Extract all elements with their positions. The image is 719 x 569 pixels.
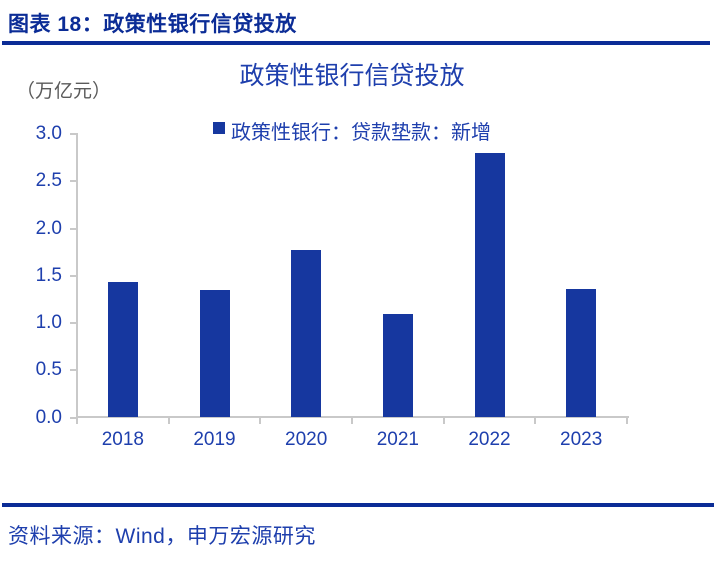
bar-2019 bbox=[199, 289, 230, 418]
y-axis-tick bbox=[70, 180, 77, 183]
x-tick-label-2021: 2021 bbox=[376, 429, 419, 450]
y-axis-tick bbox=[70, 227, 77, 230]
x-axis-tick bbox=[534, 417, 537, 424]
header-divider bbox=[2, 41, 710, 45]
bar-2023 bbox=[566, 288, 597, 418]
x-axis-tick bbox=[442, 417, 445, 424]
y-axis-tick bbox=[70, 369, 77, 372]
x-axis-tick bbox=[167, 417, 170, 424]
y-tick-label: 0.5 bbox=[35, 359, 62, 381]
y-tick-label: 0.0 bbox=[35, 406, 62, 428]
x-tick-label-2018: 2018 bbox=[101, 429, 144, 450]
y-tick-label: 3.0 bbox=[35, 123, 62, 144]
y-tick-label: 1.0 bbox=[35, 312, 62, 333]
x-axis-tick bbox=[351, 417, 353, 424]
bar-2021 bbox=[382, 313, 413, 418]
legend-label: 政策性银行：贷款垫款：新增 bbox=[231, 122, 491, 144]
y-tick-label: 1.5 bbox=[35, 264, 62, 286]
y-axis-line bbox=[76, 133, 78, 419]
y-tick-label: 2.0 bbox=[35, 217, 62, 239]
legend-swatch-icon bbox=[213, 122, 225, 134]
x-axis-tick bbox=[259, 417, 262, 424]
x-tick-label-2020: 2020 bbox=[285, 429, 328, 450]
source-note: 资料来源：Wind，申万宏源研究 bbox=[8, 525, 316, 548]
x-tick-label-2023: 2023 bbox=[560, 429, 603, 450]
x-tick-label-2022: 2022 bbox=[468, 429, 511, 450]
y-axis-unit-label: （万亿元） bbox=[16, 81, 112, 102]
chart-legend: 政策性银行：贷款垫款：新增 bbox=[77, 116, 627, 145]
x-axis-tick bbox=[76, 417, 78, 424]
footer-divider bbox=[2, 503, 714, 507]
y-axis-tick bbox=[70, 416, 77, 419]
y-tick-label: 2.5 bbox=[35, 170, 62, 192]
bar-2018 bbox=[107, 282, 138, 418]
x-axis-tick bbox=[626, 417, 628, 424]
y-axis-tick bbox=[70, 133, 77, 135]
bar-2020 bbox=[291, 250, 322, 418]
bar-2022 bbox=[474, 152, 505, 418]
figure-caption: 图表 18：政策性银行信贷投放 bbox=[8, 13, 297, 36]
y-axis-tick bbox=[70, 322, 77, 324]
chart-title: 政策性银行信贷投放 bbox=[239, 62, 465, 90]
y-axis-tick bbox=[70, 274, 77, 277]
x-tick-label-2019: 2019 bbox=[193, 429, 236, 450]
